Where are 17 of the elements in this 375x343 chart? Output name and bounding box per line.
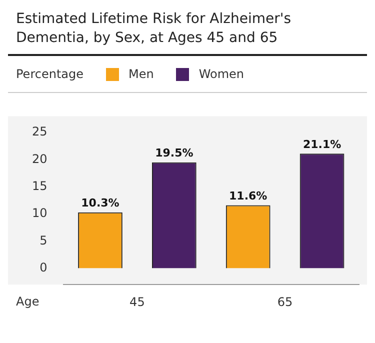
y-tick-label: 10 (32, 206, 48, 220)
data-label: 19.5% (155, 146, 194, 160)
x-axis-title: Age (16, 294, 40, 309)
x-tick-label: 45 (130, 294, 145, 309)
y-tick-label: 5 (40, 233, 48, 248)
data-label: 10.3% (81, 196, 120, 210)
x-tick-label: 65 (277, 294, 293, 309)
y-tick-label: 20 (32, 152, 48, 166)
data-label: 21.1% (302, 138, 342, 152)
legend-label: Women (198, 67, 244, 81)
y-tick-label: 15 (32, 178, 48, 193)
legend-label: Men (128, 67, 154, 81)
y-axis-title: Percentage (16, 67, 84, 81)
chart-title: Estimated Lifetime Risk for Alzheimer's Dementia, by Sex, at Ages 45 and 65 (8, 8, 367, 56)
y-tick-label: 25 (32, 124, 48, 139)
y-tick-label: 0 (40, 260, 48, 274)
data-label: 11.6% (229, 190, 268, 203)
